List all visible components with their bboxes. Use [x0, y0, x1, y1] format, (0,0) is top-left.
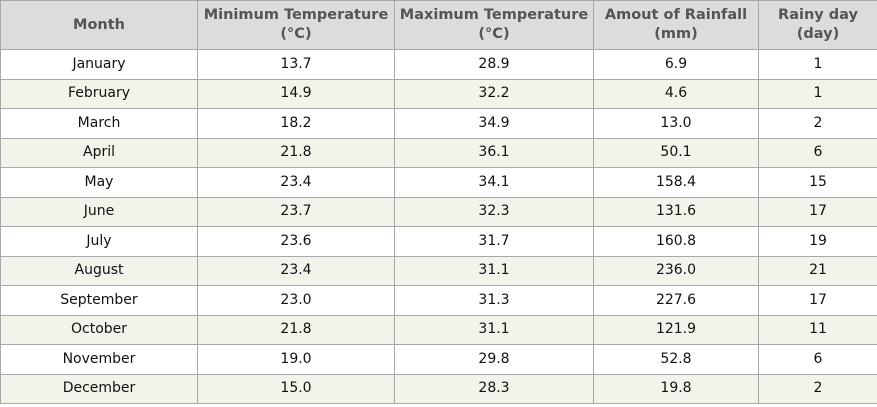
- cell-rainfall: 160.8: [593, 226, 759, 257]
- cell-min-temperature: 23.6: [197, 226, 395, 257]
- table-row: January 13.7 28.9 6.9 1: [0, 49, 877, 80]
- cell-max-temperature: 34.1: [394, 167, 594, 198]
- cell-rainfall: 236.0: [593, 255, 759, 286]
- cell-min-temperature: 15.0: [197, 373, 395, 404]
- cell-max-temperature: 32.2: [394, 78, 594, 109]
- cell-min-temperature: 13.7: [197, 49, 395, 80]
- header-max-temperature-unit: (°C): [478, 26, 510, 42]
- table-row: November 19.0 29.8 52.8 6: [0, 344, 877, 375]
- cell-month: June: [0, 196, 198, 227]
- header-max-temperature-label: Maximum Temperature: [399, 7, 589, 23]
- cell-rainy-day: 21: [758, 255, 877, 286]
- header-rainy-day-label: Rainy day: [778, 7, 858, 23]
- cell-min-temperature: 18.2: [197, 108, 395, 139]
- cell-max-temperature: 31.3: [394, 285, 594, 316]
- table-row: March 18.2 34.9 13.0 2: [0, 108, 877, 139]
- header-min-temperature-unit: (°C): [280, 26, 312, 42]
- cell-month: May: [0, 167, 198, 198]
- cell-max-temperature: 28.3: [394, 373, 594, 404]
- cell-month: November: [0, 344, 198, 375]
- header-rainfall: Amout of Rainfall (mm): [593, 0, 759, 50]
- table-row: June 23.7 32.3 131.6 17: [0, 196, 877, 227]
- table-row: October 21.8 31.1 121.9 11: [0, 314, 877, 345]
- cell-max-temperature: 34.9: [394, 108, 594, 139]
- table-row: August 23.4 31.1 236.0 21: [0, 255, 877, 286]
- cell-min-temperature: 23.4: [197, 255, 395, 286]
- cell-rainfall: 158.4: [593, 167, 759, 198]
- header-max-temperature: Maximum Temperature (°C): [394, 0, 594, 50]
- header-month: Month: [0, 0, 198, 50]
- cell-min-temperature: 23.0: [197, 285, 395, 316]
- cell-month: February: [0, 78, 198, 109]
- cell-rainfall: 50.1: [593, 137, 759, 168]
- cell-min-temperature: 21.8: [197, 137, 395, 168]
- cell-rainy-day: 2: [758, 108, 877, 139]
- cell-rainfall: 13.0: [593, 108, 759, 139]
- cell-rainy-day: 17: [758, 196, 877, 227]
- cell-max-temperature: 29.8: [394, 344, 594, 375]
- cell-max-temperature: 31.1: [394, 314, 594, 345]
- cell-rainy-day: 15: [758, 167, 877, 198]
- table-row: July 23.6 31.7 160.8 19: [0, 226, 877, 257]
- header-row: Month Minimum Temperature (°C) Maximum T…: [0, 0, 877, 50]
- table-row: December 15.0 28.3 19.8 2: [0, 373, 877, 404]
- table-row: September 23.0 31.3 227.6 17: [0, 285, 877, 316]
- cell-month: March: [0, 108, 198, 139]
- table-header: Month Minimum Temperature (°C) Maximum T…: [0, 0, 877, 50]
- header-rainfall-unit: (mm): [654, 26, 698, 42]
- cell-rainy-day: 19: [758, 226, 877, 257]
- cell-rainfall: 131.6: [593, 196, 759, 227]
- cell-min-temperature: 14.9: [197, 78, 395, 109]
- cell-max-temperature: 31.1: [394, 255, 594, 286]
- cell-month: September: [0, 285, 198, 316]
- cell-rainfall: 227.6: [593, 285, 759, 316]
- cell-rainy-day: 1: [758, 78, 877, 109]
- cell-rainy-day: 6: [758, 344, 877, 375]
- cell-min-temperature: 19.0: [197, 344, 395, 375]
- cell-min-temperature: 23.7: [197, 196, 395, 227]
- cell-rainfall: 4.6: [593, 78, 759, 109]
- cell-rainfall: 52.8: [593, 344, 759, 375]
- table-row: February 14.9 32.2 4.6 1: [0, 78, 877, 109]
- table-body: January 13.7 28.9 6.9 1 February 14.9 32…: [0, 49, 877, 404]
- header-min-temperature-label: Minimum Temperature: [203, 7, 389, 23]
- header-rainy-day-unit: (day): [796, 26, 840, 42]
- header-month-label: Month: [73, 16, 125, 33]
- cell-rainy-day: 1: [758, 49, 877, 80]
- cell-max-temperature: 28.9: [394, 49, 594, 80]
- cell-rainfall: 19.8: [593, 373, 759, 404]
- cell-max-temperature: 36.1: [394, 137, 594, 168]
- cell-month: October: [0, 314, 198, 345]
- cell-min-temperature: 21.8: [197, 314, 395, 345]
- cell-month: January: [0, 49, 198, 80]
- cell-month: July: [0, 226, 198, 257]
- cell-min-temperature: 23.4: [197, 167, 395, 198]
- cell-rainy-day: 11: [758, 314, 877, 345]
- cell-month: December: [0, 373, 198, 404]
- table-row: May 23.4 34.1 158.4 15: [0, 167, 877, 198]
- cell-rainfall: 6.9: [593, 49, 759, 80]
- cell-rainy-day: 17: [758, 285, 877, 316]
- cell-max-temperature: 32.3: [394, 196, 594, 227]
- cell-month: August: [0, 255, 198, 286]
- table-row: April 21.8 36.1 50.1 6: [0, 137, 877, 168]
- header-rainfall-label: Amout of Rainfall: [604, 7, 748, 23]
- cell-month: April: [0, 137, 198, 168]
- cell-rainfall: 121.9: [593, 314, 759, 345]
- header-rainy-day: Rainy day (day): [758, 0, 877, 50]
- cell-rainy-day: 2: [758, 373, 877, 404]
- header-min-temperature: Minimum Temperature (°C): [197, 0, 395, 50]
- cell-rainy-day: 6: [758, 137, 877, 168]
- cell-max-temperature: 31.7: [394, 226, 594, 257]
